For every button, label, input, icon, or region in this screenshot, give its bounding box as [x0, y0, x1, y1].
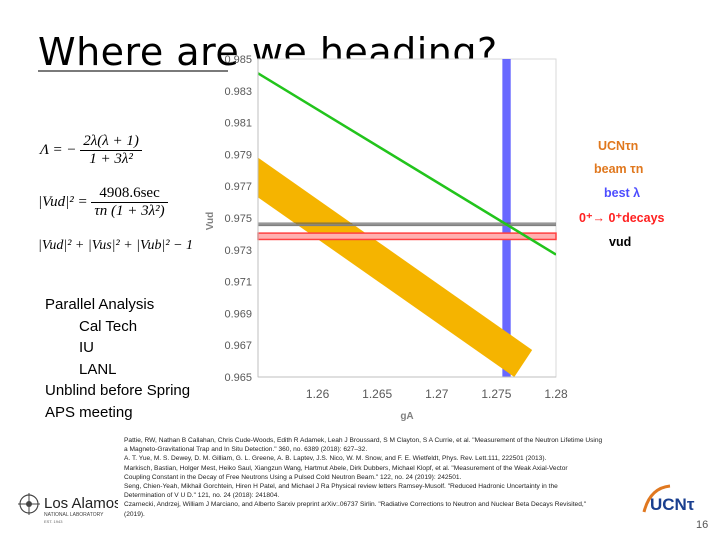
unitarity-equation: |Vud|² + |Vus|² + |Vub|² − 1 [38, 238, 194, 253]
reference-line: Seng, Chien-Yeah, Mikhail Gorchtein, Hir… [124, 483, 558, 491]
y-tick-label: 0.985 [224, 54, 252, 66]
title-underline [38, 70, 228, 72]
y-tick-label: 0.981 [224, 118, 252, 130]
y-tick-label: 0.977 [224, 181, 252, 193]
reference-line: Determination of V U D." 121, no. 24 (20… [124, 492, 280, 500]
y-tick-label: 0.969 [224, 308, 252, 320]
y-tick-label: 0.965 [224, 372, 252, 384]
ucn-tau-band [258, 72, 556, 256]
lanl-est: EST. 1943 [44, 519, 63, 524]
analysis-text: Parallel Analysis Cal Tech IU LANL Unbli… [45, 294, 190, 423]
y-tick-label: 0.979 [224, 149, 252, 161]
vud-numerator: 4908.6sec [91, 185, 168, 203]
y-axis-label: Vud [205, 212, 216, 231]
references: Pattie, RW, Nathan B Callahan, Chris Cud… [124, 436, 716, 519]
legend-decays: 0⁺→ 0⁺decays [579, 211, 665, 225]
legend-ucn: UCNτn [598, 139, 639, 153]
superallowed-decay-band [257, 232, 557, 241]
y-tick-label: 0.967 [224, 340, 252, 352]
lambda-lhs: Λ = − [40, 141, 77, 158]
lambda-denominator: 1 + 3λ² [89, 151, 133, 167]
x-tick-label: 1.27 [425, 387, 449, 401]
lambda-numerator: 2λ(λ + 1) [80, 133, 142, 151]
ucn-logo-text: UCNτ [650, 495, 695, 514]
vud-denominator: τn (1 + 3λ²) [94, 203, 165, 219]
analysis-unblind: Unblind before Spring [45, 382, 191, 399]
lanl-name: Los Alamos [44, 495, 118, 512]
reference-line: Coupling Constant in the Decay of Free N… [124, 473, 462, 481]
reference-line: Czarnecki, Andrzej, William J Marciano, … [124, 501, 587, 509]
vud-fraction: 4908.6sec τn (1 + 3λ²) [91, 185, 168, 220]
x-tick-label: 1.265 [362, 387, 392, 401]
reference-line: Pattie, RW, Nathan B Callahan, Chris Cud… [124, 437, 603, 444]
y-tick-label: 0.971 [224, 277, 252, 289]
x-tick-label: 1.275 [481, 387, 511, 401]
analysis-item: Cal Tech [79, 317, 138, 335]
x-tick-label: 1.28 [544, 387, 568, 401]
lambda-fraction: 2λ(λ + 1) 1 + 3λ² [80, 133, 142, 168]
ucn-tau-logo: UCNτ [642, 484, 695, 514]
y-tick-label: 0.983 [224, 86, 252, 98]
analysis-item: IU [79, 339, 94, 356]
legend-best-lambda: best λ [604, 186, 641, 200]
analysis-item: LANL [79, 360, 117, 378]
ucn-swoosh-icon [642, 484, 671, 513]
page-number: 16 [696, 519, 709, 531]
analysis-heading: Parallel Analysis [45, 296, 155, 313]
lanl-subtitle: NATIONAL LABORATORY [44, 512, 104, 518]
reference-line: A. T. Yue, M. S. Dewey, D. M. Gilliam, G… [124, 455, 547, 463]
reference-line: (2019). [124, 510, 145, 518]
lambda-equation: Λ = − 2λ(λ + 1) 1 + 3λ² [40, 133, 142, 168]
y-tick-label: 0.973 [224, 245, 252, 257]
analysis-aps: APS meeting [45, 403, 133, 421]
best-lambda-band [502, 59, 511, 377]
legend-vud: vud [609, 235, 632, 249]
reference-line: a Magneto-Gravitational Trap and In Situ… [124, 446, 368, 454]
vud-equation: |Vud|² = 4908.6sec τn (1 + 3λ²) [38, 185, 168, 220]
los-alamos-emblem-icon [18, 493, 40, 515]
los-alamos-logo: Los Alamos NATIONAL LABORATORY EST. 1943 [18, 493, 118, 524]
beam-tau-band [258, 157, 533, 377]
y-tick-label: 0.975 [224, 213, 252, 225]
x-axis-label: gA [400, 411, 413, 422]
x-tick-label: 1.26 [306, 387, 330, 401]
vud-lhs: |Vud|² = [38, 193, 88, 210]
reference-line: Markisch, Bastian, Holger Mest, Heiko Sa… [124, 464, 568, 472]
legend-beam: beam τn [594, 162, 644, 176]
